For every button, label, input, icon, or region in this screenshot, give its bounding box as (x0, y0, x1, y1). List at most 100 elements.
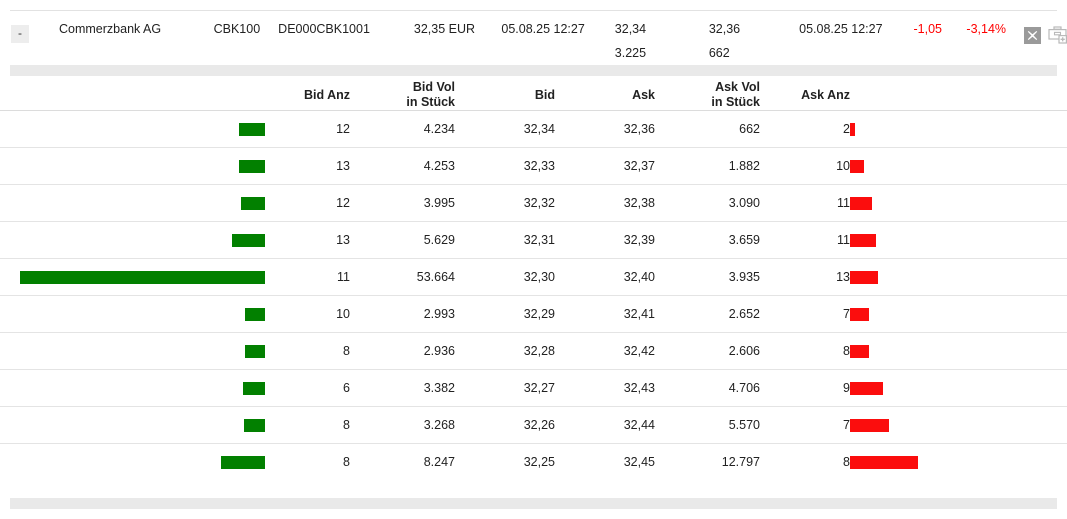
ask-volume-bar-cell (850, 296, 1067, 333)
portfolio-add-icon[interactable] (1048, 26, 1067, 44)
ask-volume-bar-cell (850, 444, 1067, 481)
orderbook-row[interactable]: 10 2.993 32,29 32,41 2.652 7 (0, 296, 1067, 333)
cell-bid-vol: 4.253 (423, 159, 455, 173)
cell-bid[interactable]: 32,31 (523, 233, 555, 247)
header-ask-anz[interactable]: Ask Anz (801, 87, 850, 102)
orderbook-row[interactable]: 13 5.629 32,31 32,39 3.659 11 (0, 222, 1067, 259)
ask-bar-wrapper (850, 381, 1067, 395)
ask-bar-wrapper (850, 418, 1067, 432)
header-ask-vol-line1: Ask Vol (715, 80, 760, 94)
header-bid-vol[interactable]: Bid Vol in Stück (350, 80, 455, 111)
cell-bid-anz: 8 (343, 418, 350, 432)
ask-volume-bar-cell (850, 185, 1067, 222)
cell-bid-vol: 3.382 (423, 381, 455, 395)
cell-bid-anz: 8 (343, 455, 350, 470)
header-bid-anz[interactable]: Bid Anz (303, 87, 350, 102)
cell-ask-anz: 8 (843, 344, 850, 358)
header-ask-vol[interactable]: Ask Vol in Stück (655, 80, 760, 111)
cell-ask[interactable]: 32,39 (623, 233, 655, 247)
bid-volume-bar-cell (0, 148, 265, 185)
cell-ask[interactable]: 32,44 (623, 418, 655, 432)
ask-volume-bar-cell (850, 333, 1067, 370)
cell-bid[interactable]: 32,30 (523, 270, 555, 284)
cell-ask-vol: 3.090 (728, 196, 760, 210)
instrument-last-time: 05.08.25 12:27 (501, 22, 585, 36)
separator-band-top (10, 65, 1057, 76)
cell-bid[interactable]: 32,34 (523, 122, 555, 136)
separator-band-bottom (10, 498, 1057, 509)
ask-bar-wrapper (850, 196, 1067, 210)
cell-ask[interactable]: 32,45 (623, 455, 655, 470)
cell-ask-vol: 1.882 (728, 159, 760, 173)
ask-bar-wrapper (850, 307, 1067, 321)
orderbook-row[interactable]: 8 3.268 32,26 32,44 5.570 7 (0, 407, 1067, 444)
header-bid-vol-line1: Bid Vol (412, 80, 455, 94)
ask-volume-bar (850, 418, 889, 432)
instrument-summary-row: - Commerzbank AG CBK100 DE000CBK1001 32,… (0, 11, 1067, 64)
instrument-name[interactable]: Commerzbank AG (59, 22, 162, 36)
orderbook-row[interactable]: 12 3.995 32,32 32,38 3.090 11 (0, 185, 1067, 222)
cell-ask-anz: 7 (843, 307, 850, 321)
ask-volume-bar-cell (850, 111, 1067, 148)
cell-bid[interactable]: 32,32 (523, 196, 555, 210)
orderbook-row[interactable]: 11 53.664 32,30 32,40 3.935 13 (0, 259, 1067, 296)
cell-ask[interactable]: 32,37 (623, 159, 655, 173)
cell-ask[interactable]: 32,42 (623, 344, 655, 358)
cell-ask-vol: 3.935 (728, 270, 760, 284)
cell-bid[interactable]: 32,28 (523, 344, 555, 358)
orderbook-row[interactable]: 12 4.234 32,34 32,36 662 2 (0, 111, 1067, 148)
instrument-isin: DE000CBK1001 (278, 22, 370, 36)
bid-volume-bar (20, 270, 265, 284)
cell-bid-anz: 12 (336, 196, 350, 210)
ask-volume-bar-cell (850, 148, 1067, 185)
cell-bid[interactable]: 32,26 (523, 418, 555, 432)
header-bid[interactable]: Bid (534, 87, 555, 102)
cell-ask-vol: 5.570 (728, 418, 760, 432)
ask-volume-bar-cell (850, 259, 1067, 296)
cell-bid-anz: 11 (337, 270, 350, 284)
orderbook-row[interactable]: 8 2.936 32,28 32,42 2.606 8 (0, 333, 1067, 370)
cell-bid[interactable]: 32,25 (523, 455, 555, 470)
cell-bid[interactable]: 32,33 (523, 159, 555, 173)
instrument-change-absolute: -1,05 (913, 22, 943, 36)
bid-bar-wrapper (0, 122, 265, 136)
cell-ask[interactable]: 32,41 (623, 307, 655, 321)
header-bid-vol-line2: in Stück (406, 95, 455, 109)
orderbook-row[interactable]: 6 3.382 32,27 32,43 4.706 9 (0, 370, 1067, 407)
cell-ask[interactable]: 32,40 (623, 270, 655, 284)
header-ask-bar (850, 80, 1067, 111)
cell-ask-anz: 9 (843, 381, 850, 395)
cell-bid-vol: 8.247 (423, 455, 455, 470)
cell-ask[interactable]: 32,43 (623, 381, 655, 395)
cell-ask[interactable]: 32,36 (623, 122, 655, 136)
ask-volume-bar (850, 381, 883, 395)
cell-bid-anz: 13 (336, 233, 350, 247)
bid-bar-wrapper (0, 381, 265, 395)
orderbook-row[interactable]: 13 4.253 32,33 32,37 1.882 10 (0, 148, 1067, 185)
bid-bar-wrapper (0, 455, 265, 469)
cell-bid[interactable]: 32,27 (523, 381, 555, 395)
cell-ask-vol: 3.659 (728, 233, 760, 247)
cell-bid-vol: 2.936 (423, 344, 455, 358)
cell-ask-anz: 11 (837, 233, 850, 247)
cell-bid-anz: 8 (343, 344, 350, 358)
close-icon[interactable] (1024, 26, 1042, 44)
bid-bar-wrapper (0, 233, 265, 247)
bid-volume-bar-cell (0, 296, 265, 333)
cell-bid[interactable]: 32,29 (523, 307, 555, 321)
expander-toggle[interactable]: - (11, 25, 29, 43)
cell-ask-anz: 11 (837, 196, 850, 210)
instrument-bid-price: 32,34 (614, 22, 647, 36)
bid-bar-wrapper (0, 418, 265, 432)
instrument-ask-volume: 662 (708, 46, 730, 60)
orderbook-row[interactable]: 8 8.247 32,25 32,45 12.797 8 (0, 444, 1067, 481)
cell-bid-vol: 2.993 (423, 307, 455, 321)
ask-volume-bar-cell (850, 407, 1067, 444)
cell-ask[interactable]: 32,38 (623, 196, 655, 210)
header-ask[interactable]: Ask (632, 87, 655, 102)
orderbook-body: 12 4.234 32,34 32,36 662 2 13 4.253 32,33 32,37 1.… (0, 111, 1067, 481)
orderbook-header: Bid Anz Bid Vol in Stück Bid Ask Ask Vol… (0, 80, 1067, 111)
instrument-actions (1024, 26, 1067, 44)
bid-volume-bar-cell (0, 444, 265, 481)
